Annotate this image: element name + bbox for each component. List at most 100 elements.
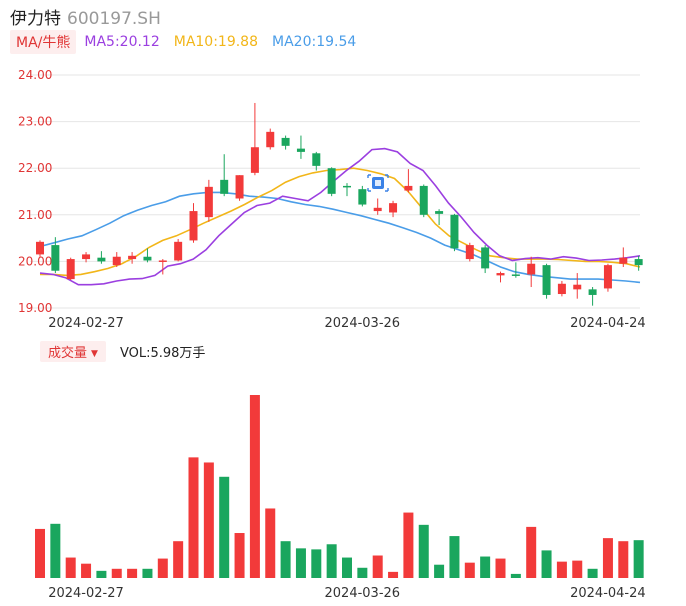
y-tick-label: 20.00 — [18, 254, 52, 268]
volume-bar — [618, 541, 629, 578]
candle-body — [358, 189, 367, 205]
candle-body — [97, 257, 106, 262]
candle-body — [435, 211, 444, 214]
caret-down-icon: ▼ — [91, 348, 98, 359]
candle-body — [573, 284, 582, 290]
volume-bar — [480, 556, 491, 578]
stock-code: 600197.SH — [67, 9, 161, 29]
volume-bar — [418, 524, 429, 578]
volume-bar — [234, 533, 245, 578]
volume-bar — [388, 571, 399, 578]
volume-bar — [142, 568, 153, 578]
volume-bar — [633, 540, 644, 578]
candle-body — [404, 185, 413, 191]
volume-mode-selector[interactable]: 成交量 ▼ — [40, 340, 106, 362]
candlesticks — [36, 102, 643, 306]
volume-bar — [249, 395, 260, 578]
volume-bar — [403, 512, 414, 578]
volume-bar — [35, 528, 45, 578]
candle-body — [327, 168, 336, 194]
candle-body — [235, 175, 244, 199]
candle-body — [343, 185, 351, 188]
volume-bar — [96, 570, 107, 578]
candle-body — [112, 256, 121, 266]
y-tick-label: 22.00 — [18, 161, 52, 175]
ma-legend: MA/牛熊 MA5:20.12 MA10:19.88 MA20:19.54 — [10, 30, 370, 54]
candle-body — [481, 247, 490, 269]
x-tick-label: 2024-03-26 — [325, 586, 401, 601]
x-tick-label: 2024-04-24 — [570, 316, 646, 331]
candle-body — [189, 211, 198, 241]
volume-mode-label: 成交量 — [48, 345, 88, 361]
volume-value: VOL:5.98万手 — [119, 345, 206, 361]
x-tick-label: 2024-02-27 — [48, 316, 124, 331]
y-tick-label: 21.00 — [18, 208, 52, 222]
candle-body — [250, 147, 259, 173]
ma10-legend: MA10:19.88 — [173, 34, 259, 50]
candle-body — [82, 254, 91, 260]
stock-name: 伊力特 — [10, 9, 61, 29]
candle-body — [527, 263, 536, 275]
ma20-legend: MA20:19.54 — [272, 34, 357, 50]
volume-bar — [342, 557, 352, 578]
ma5-line — [39, 147, 641, 286]
candle-body — [634, 259, 643, 266]
candle-body — [511, 274, 520, 276]
candle-body — [296, 148, 305, 152]
volume-bar — [357, 567, 368, 578]
candle-body — [603, 265, 612, 289]
x-tick-label: 2024-03-26 — [325, 316, 401, 331]
volume-bar — [495, 558, 506, 578]
volume-bar — [280, 541, 291, 578]
volume-bar — [311, 549, 322, 578]
volume-bar — [295, 548, 306, 578]
candle-body — [389, 203, 398, 213]
candle-body — [465, 245, 474, 260]
candle-body — [204, 186, 213, 218]
x-tick-label: 2024-02-27 — [48, 586, 124, 601]
candle-body — [542, 265, 551, 295]
ma5-legend: MA5:20.12 — [84, 34, 160, 50]
volume-bar — [510, 573, 521, 578]
y-tick-label: 24.00 — [18, 68, 52, 82]
volume-bar — [219, 476, 230, 578]
volume-bar — [157, 558, 168, 578]
candle-body — [588, 289, 597, 295]
candle-body — [143, 256, 152, 261]
blue-flag-marker-icon[interactable] — [367, 174, 389, 192]
volume-bar — [265, 508, 276, 578]
ma10-line — [40, 167, 641, 277]
ma-mode-selector[interactable]: MA/牛熊 — [10, 30, 77, 54]
moving-average-lines — [39, 147, 641, 286]
candle-body — [619, 257, 628, 264]
candle-body — [281, 137, 290, 146]
volume-bar — [526, 526, 537, 578]
volume-legend: 成交量 ▼ VOL:5.98万手 — [40, 340, 206, 362]
volume-bar — [602, 538, 613, 578]
candle-body — [158, 260, 167, 262]
price-y-axis: 19.00 20.00 21.00 22.00 23.00 24.00 — [18, 68, 52, 315]
stock-header: 伊力特 600197.SH — [10, 4, 161, 29]
y-tick-label: 19.00 — [18, 301, 52, 315]
candle-body — [419, 185, 428, 215]
volume-bar — [541, 550, 552, 578]
volume-bar — [203, 462, 214, 578]
candle-body — [174, 241, 183, 261]
volume-bar — [326, 544, 337, 578]
volume-bar — [449, 536, 460, 578]
volume-bar — [50, 523, 61, 578]
volume-bar — [464, 562, 475, 578]
candle-body — [220, 179, 229, 194]
candle-body — [496, 273, 505, 276]
volume-bar — [372, 555, 383, 578]
volume-bar — [81, 563, 92, 578]
candle-body — [312, 153, 321, 166]
volume-bar — [173, 541, 184, 578]
volume-bar — [556, 561, 567, 578]
volume-bar — [65, 557, 76, 578]
volume-bar — [434, 564, 445, 578]
volume-x-axis: 2024-02-27 2024-03-26 2024-04-24 — [48, 586, 645, 601]
candle-body — [51, 245, 60, 271]
volume-bar — [188, 457, 199, 578]
